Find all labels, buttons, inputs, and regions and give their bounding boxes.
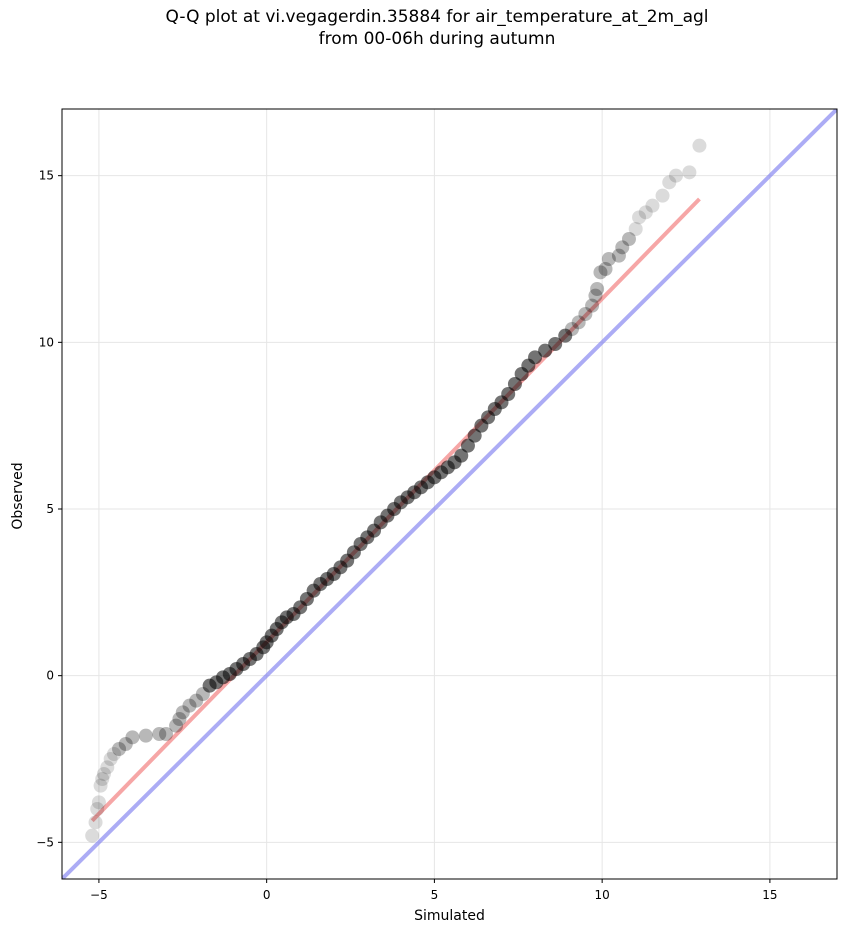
data-point [621,232,636,246]
data-point [182,698,197,713]
y-tick-label: 5 [46,502,54,516]
data-point [682,165,697,180]
data-point [93,778,108,793]
data-point [467,428,482,443]
y-tick-label: −5 [36,835,54,849]
data-point [95,772,110,786]
data-point [564,322,579,336]
data-point [172,712,187,726]
grid [62,109,837,879]
data-point [598,262,613,276]
data-point [88,815,103,830]
data-point [189,693,204,708]
x-axis-label: Simulated [414,908,485,924]
data-point [655,188,670,203]
data-point [645,198,660,213]
data-point [501,387,516,401]
y-tick-label: 0 [46,669,54,683]
chart-title-line1: Q-Q plot at vi.vegagerdin.35884 for air_… [165,7,709,27]
x-tick-label: 10 [595,888,610,902]
y-tick-label: 15 [39,169,54,183]
data-point [528,350,543,365]
data-point [107,747,122,761]
data-point [112,742,127,756]
data-point [548,337,563,351]
data-point [588,288,603,303]
data-point [558,328,573,343]
x-tick-label: 0 [263,888,271,902]
x-tick-label: −5 [90,888,108,902]
x-axis-ticks: −5 0 5 10 15 [90,879,778,902]
data-point [611,248,626,263]
data-point [125,730,140,745]
data-point [103,752,118,766]
data-point [538,343,553,358]
data-point [632,210,647,225]
data-point [460,438,475,453]
y-axis-ticks: −5 0 5 10 15 [36,169,62,849]
data-point [578,307,593,321]
chart-title: Q-Q plot at vi.vegagerdin.35884 for air_… [0,6,845,50]
x-tick-label: 15 [762,888,777,902]
data-point [175,705,190,720]
y-tick-label: 10 [39,335,54,349]
y-axis-label: Observed [10,462,26,529]
data-point [668,168,683,183]
data-point [138,728,153,743]
data-point [507,377,522,391]
data-point [662,175,677,190]
data-point [593,265,608,280]
data-point [90,802,105,816]
data-point [628,222,643,236]
data-point [571,315,586,330]
data-point [118,737,133,751]
data-point [601,252,616,266]
x-tick-label: 5 [431,888,439,902]
data-point [85,828,100,843]
data-point [638,205,653,220]
data-point [454,448,469,463]
data-point [100,760,115,775]
data-point [585,298,600,313]
data-point [615,240,630,255]
identity-line [62,109,837,879]
data-point [96,767,111,781]
data-point [152,727,167,741]
data-point [91,795,106,810]
plot-frame [61,108,838,880]
reference-lines [62,109,837,879]
data-point [169,718,184,733]
data-point [590,282,605,296]
chart-title-line2: from 00-06h during autumn [318,29,556,49]
data-point [159,727,174,741]
data-point [692,138,707,153]
data-points [85,138,707,843]
